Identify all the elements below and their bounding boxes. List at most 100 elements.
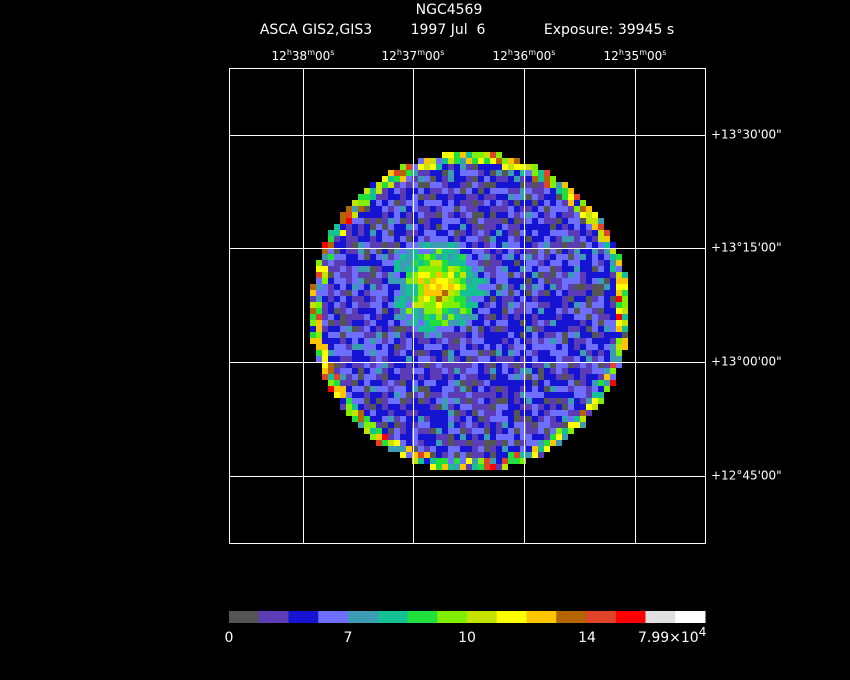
pixel <box>322 374 328 380</box>
pixel <box>364 248 370 254</box>
pixel <box>616 344 622 350</box>
pixel <box>520 302 526 308</box>
pixel <box>364 410 370 416</box>
pixel <box>406 332 412 338</box>
pixel <box>550 422 556 428</box>
pixel <box>490 236 496 242</box>
pixel <box>340 218 346 224</box>
pixel <box>370 338 376 344</box>
pixel <box>430 404 436 410</box>
pixel <box>388 332 394 338</box>
pixel <box>460 152 466 158</box>
pixel <box>364 308 370 314</box>
pixel <box>448 248 454 254</box>
pixel <box>586 332 592 338</box>
pixel <box>442 308 448 314</box>
pixel <box>466 404 472 410</box>
pixel <box>418 272 424 278</box>
exponent: 4 <box>699 625 707 639</box>
pixel <box>406 410 412 416</box>
pixel <box>424 266 430 272</box>
pixel <box>454 218 460 224</box>
pixel <box>616 308 622 314</box>
pixel <box>496 386 502 392</box>
pixel <box>310 332 316 338</box>
pixel <box>610 302 616 308</box>
pixel <box>568 428 574 434</box>
pixel <box>592 236 598 242</box>
pixel <box>502 158 508 164</box>
pixel <box>478 392 484 398</box>
pixel <box>424 458 430 464</box>
pixel <box>430 434 436 440</box>
pixel <box>448 290 454 296</box>
pixel <box>550 338 556 344</box>
pixel <box>538 266 544 272</box>
pixel <box>484 236 490 242</box>
pixel <box>454 338 460 344</box>
pixel <box>484 302 490 308</box>
pixel <box>352 398 358 404</box>
pixel <box>598 362 604 368</box>
pixel <box>538 194 544 200</box>
pixel <box>526 230 532 236</box>
pixel <box>352 416 358 422</box>
pixel <box>598 278 604 284</box>
pixel <box>598 302 604 308</box>
pixel <box>484 278 490 284</box>
pixel <box>490 158 496 164</box>
pixel <box>598 380 604 386</box>
pixel <box>454 278 460 284</box>
pixel <box>364 194 370 200</box>
pixel <box>454 176 460 182</box>
pixel <box>442 152 448 158</box>
pixel <box>496 164 502 170</box>
pixel <box>496 320 502 326</box>
pixel <box>508 428 514 434</box>
pixel <box>460 434 466 440</box>
pixel <box>532 218 538 224</box>
pixel <box>346 368 352 374</box>
pixel <box>502 332 508 338</box>
pixel <box>586 320 592 326</box>
pixel <box>550 434 556 440</box>
pixel <box>616 278 622 284</box>
pixel <box>550 278 556 284</box>
pixel <box>358 398 364 404</box>
pixel <box>610 344 616 350</box>
pixel <box>364 428 370 434</box>
pixel <box>484 248 490 254</box>
pixel <box>478 296 484 302</box>
pixel <box>448 428 454 434</box>
pixel <box>328 290 334 296</box>
pixel <box>502 458 508 464</box>
pixel <box>526 386 532 392</box>
pixel <box>406 434 412 440</box>
pixel <box>406 308 412 314</box>
pixel <box>400 398 406 404</box>
pixel <box>520 458 526 464</box>
pixel <box>364 386 370 392</box>
pixel <box>466 362 472 368</box>
pixel <box>520 200 526 206</box>
pixel <box>508 368 514 374</box>
pixel <box>478 308 484 314</box>
pixel <box>382 416 388 422</box>
pixel <box>538 212 544 218</box>
pixel <box>586 404 592 410</box>
exposure: Exposure: 39945 s <box>544 22 674 38</box>
pixel <box>388 326 394 332</box>
pixel <box>448 152 454 158</box>
pixel <box>526 338 532 344</box>
pixel <box>364 362 370 368</box>
pixel <box>412 266 418 272</box>
pixel <box>442 266 448 272</box>
pixel <box>496 380 502 386</box>
pixel <box>502 446 508 452</box>
pixel <box>352 290 358 296</box>
pixel <box>532 452 538 458</box>
pixel <box>562 218 568 224</box>
pixel <box>532 206 538 212</box>
pixel <box>466 356 472 362</box>
pixel <box>484 260 490 266</box>
